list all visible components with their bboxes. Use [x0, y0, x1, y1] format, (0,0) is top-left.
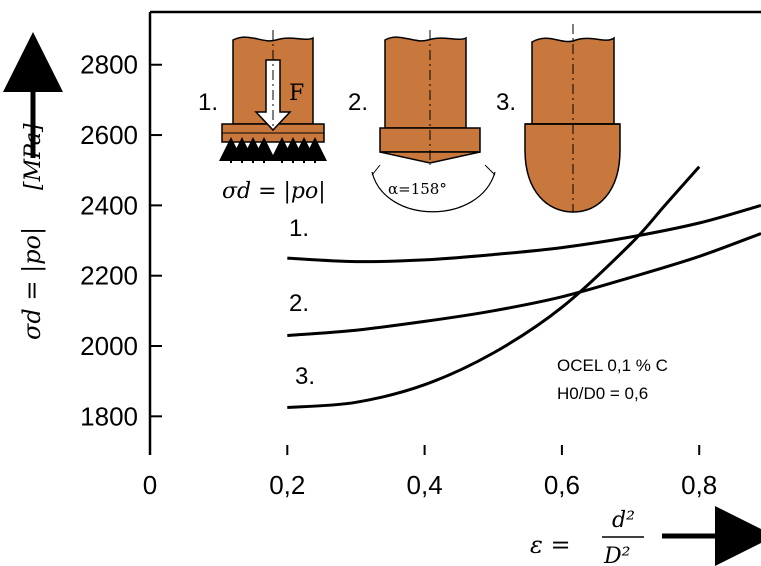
- series-line-3: [287, 165, 701, 409]
- force-label: F: [289, 81, 304, 106]
- angle-tick-left: [371, 164, 381, 176]
- y-tick-label: 1800: [80, 401, 138, 431]
- x-tick-label: 0,2: [269, 470, 305, 500]
- y-tick-label: 2200: [80, 261, 138, 291]
- series-label-3: 3.: [295, 363, 315, 390]
- angle-arc-icon: [371, 171, 496, 213]
- specimen-sketch-2: 2. α=158°: [348, 30, 496, 213]
- curve-group: [287, 165, 761, 409]
- x-tick-label: 0: [143, 470, 157, 500]
- sketch-2-label: 2.: [348, 89, 368, 116]
- x-tick-group: 0 0,2 0,4 0,6 0,8: [143, 445, 717, 500]
- x-axis-label-main: ε =: [530, 531, 571, 559]
- y-tick-label: 2000: [80, 331, 138, 361]
- y-axis-label-main: σd = |po|: [18, 227, 47, 340]
- x-axis-label-denominator: D²: [603, 544, 630, 566]
- y-tick-label: 2400: [80, 190, 138, 220]
- series-label-1: 1.: [289, 215, 309, 242]
- material-annotation: OCEL 0,1 % C: [557, 356, 668, 375]
- specimen-sketch-3: 3.: [496, 24, 621, 213]
- angle-tick-right: [484, 164, 496, 176]
- x-tick-label: 0,8: [681, 470, 717, 500]
- pressure-arrows-icon: [219, 137, 327, 163]
- sketch-3-body: [531, 36, 615, 125]
- specimen-sketch-1: 1. F σd = |po|: [198, 36, 327, 204]
- y-tick-group: 1800 2000 2200 2400 2600 2800: [80, 50, 162, 431]
- x-axis-label-numerator: d²: [612, 508, 635, 533]
- sketch-1-stress-label: σd = |po|: [222, 179, 326, 204]
- series-line-1: [287, 203, 761, 264]
- y-tick-label: 2600: [80, 120, 138, 150]
- series-label-2: 2.: [289, 290, 309, 317]
- x-tick-label: 0,6: [544, 470, 580, 500]
- sketch-1-label: 1.: [198, 89, 218, 116]
- sketch-2-body: [384, 36, 467, 129]
- y-axis-label: σd = |po| [MPa]: [18, 123, 47, 340]
- series-line-2: [287, 232, 761, 337]
- ratio-annotation: H0/D0 = 0,6: [557, 384, 648, 403]
- y-tick-label: 2800: [80, 50, 138, 80]
- angle-label: α=158°: [388, 180, 447, 198]
- sketch-3-label: 3.: [496, 89, 516, 116]
- x-tick-label: 0,4: [407, 470, 443, 500]
